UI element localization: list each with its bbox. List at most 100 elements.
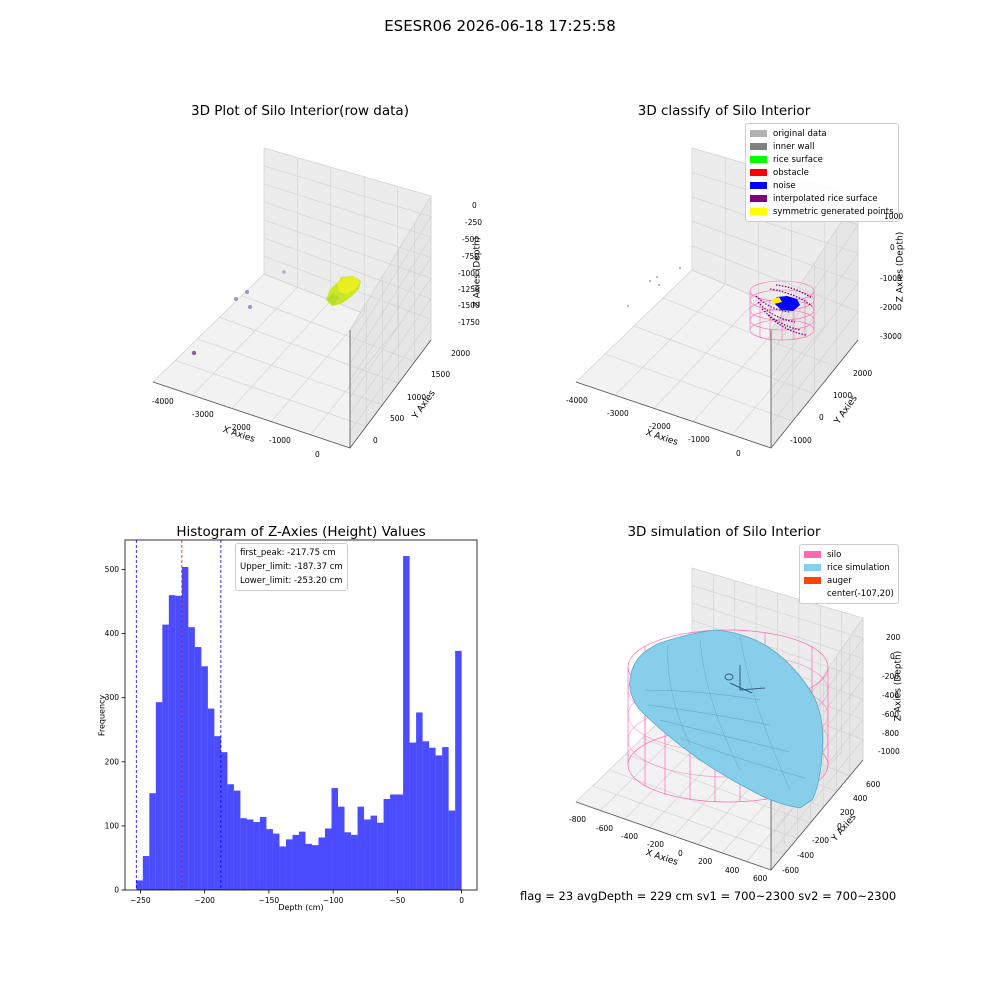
raw-xtick: 0 — [315, 450, 320, 459]
grid-line — [592, 785, 785, 855]
legend-item: rice simulation — [804, 561, 894, 574]
histogram-legend: first_peak: -217.75 cm Upper_limit: -187… — [235, 543, 348, 591]
raw-ztick: -1250 — [458, 285, 480, 294]
grid-line — [263, 201, 432, 258]
raw-point — [282, 270, 286, 274]
grid-line — [662, 297, 837, 368]
raw-ytick: 500 — [390, 414, 405, 423]
legend-item: obstacle — [750, 166, 894, 179]
histogram-x-ticks: −250 −200 −150 −100 −50 0 — [130, 890, 464, 905]
raw-ztick: -750 — [462, 252, 480, 261]
classify-plot-title: 3D classify of Silo Interior — [637, 103, 811, 119]
classify-xtick: -4000 — [566, 396, 588, 405]
grid-line — [770, 282, 859, 401]
histogram-bar — [331, 788, 339, 890]
grid-line — [691, 585, 864, 639]
histogram-bar — [325, 828, 332, 890]
simulation-xtick: -200 — [647, 840, 665, 849]
y-tick-label: 400 — [105, 629, 120, 638]
grid-line — [349, 278, 432, 398]
histogram-y-ticks: 0 100 200 300 400 500 — [105, 565, 125, 895]
classify-xtick: -1000 — [688, 435, 710, 444]
grid-line — [691, 220, 859, 283]
raw-xtick: -3000 — [192, 410, 214, 419]
histogram-bar — [429, 747, 436, 890]
grid-line — [349, 216, 432, 348]
histogram-bar — [259, 816, 267, 890]
grid-line — [349, 319, 432, 432]
simulation-xtick: -800 — [569, 815, 587, 824]
grid-line — [263, 237, 432, 300]
classify-ytick: 0 — [819, 413, 824, 422]
histogram-bar — [442, 747, 449, 890]
simulation-xtick: 400 — [725, 866, 740, 875]
raw-plot-title: 3D Plot of Silo Interior(row data) — [191, 103, 409, 119]
x-axis-line — [575, 801, 772, 871]
classify-noise-cluster — [771, 296, 800, 311]
raw-ytick: 1500 — [431, 370, 451, 379]
grid-line — [625, 753, 811, 824]
legend-item: center(-107,20) — [804, 587, 894, 600]
histogram-bar — [149, 793, 156, 890]
grid-line — [270, 313, 365, 422]
figure-title: ESESR06 2026-06-18 17:25:58 — [384, 17, 616, 35]
raw-point — [191, 350, 197, 356]
histogram-bar — [246, 819, 254, 890]
histogram-bar — [403, 556, 410, 890]
histogram-bar — [292, 834, 299, 890]
histogram-bar — [240, 818, 247, 890]
histogram-bar — [305, 843, 312, 890]
classify-interpolated-surface — [755, 284, 813, 336]
y-axis-line — [349, 339, 432, 449]
raw-ytick: 2000 — [451, 349, 471, 358]
grid-line — [691, 602, 864, 659]
simulation-ytick: 600 — [866, 780, 881, 789]
classify-xtick: -3000 — [607, 409, 629, 418]
grid-line — [192, 286, 298, 396]
histogram-bar — [383, 798, 391, 890]
grid-line — [770, 311, 859, 425]
simulation-ytick: -200 — [812, 836, 830, 845]
raw-point — [234, 297, 238, 301]
y-tick-label: 500 — [105, 565, 120, 574]
histogram-bar — [227, 784, 234, 890]
legend-swatch — [804, 551, 821, 558]
legend-item: Lower_limit: -253.20 cm — [240, 576, 343, 586]
histogram-bar — [422, 741, 430, 890]
histogram-bar — [377, 822, 384, 890]
legend-item: noise — [750, 179, 894, 192]
classify-ztick: -2000 — [880, 303, 902, 312]
simulation-ztick: 0 — [890, 652, 895, 661]
legend-swatch — [804, 564, 821, 571]
raw-ztick: -1000 — [458, 269, 480, 278]
simulation-xtick: -600 — [596, 824, 614, 833]
histogram-bar — [136, 880, 143, 890]
histogram-bar — [201, 666, 208, 890]
simulation-ytick: 200 — [840, 808, 855, 817]
grid-line — [349, 236, 432, 364]
simulation-ztick: 200 — [886, 633, 901, 642]
raw-ztick: -500 — [462, 235, 480, 244]
histogram-bar — [351, 834, 358, 890]
x-tick-label: −150 — [259, 896, 280, 905]
x-tick-label: −50 — [389, 896, 405, 905]
histogram-bar — [285, 839, 293, 890]
raw-point — [245, 290, 249, 294]
simulation-rice-surface — [629, 629, 824, 809]
grid-line — [691, 245, 859, 312]
histogram-xlabel: Depth (cm) — [278, 903, 324, 912]
histogram-bar — [253, 822, 260, 890]
raw-ytick: 0 — [373, 436, 378, 445]
grid-line — [604, 353, 793, 422]
grid-line — [770, 224, 859, 354]
raw-3d-axes-box — [152, 147, 432, 450]
histogram-bar — [357, 806, 365, 890]
histogram-bar — [175, 595, 182, 890]
histogram-bar — [318, 837, 326, 890]
x-axis-line — [152, 381, 351, 449]
classify-ztick: -1000 — [880, 274, 902, 283]
histogram-bar — [155, 702, 163, 890]
grid-line — [263, 165, 432, 217]
x-tick-label: −200 — [194, 896, 215, 905]
